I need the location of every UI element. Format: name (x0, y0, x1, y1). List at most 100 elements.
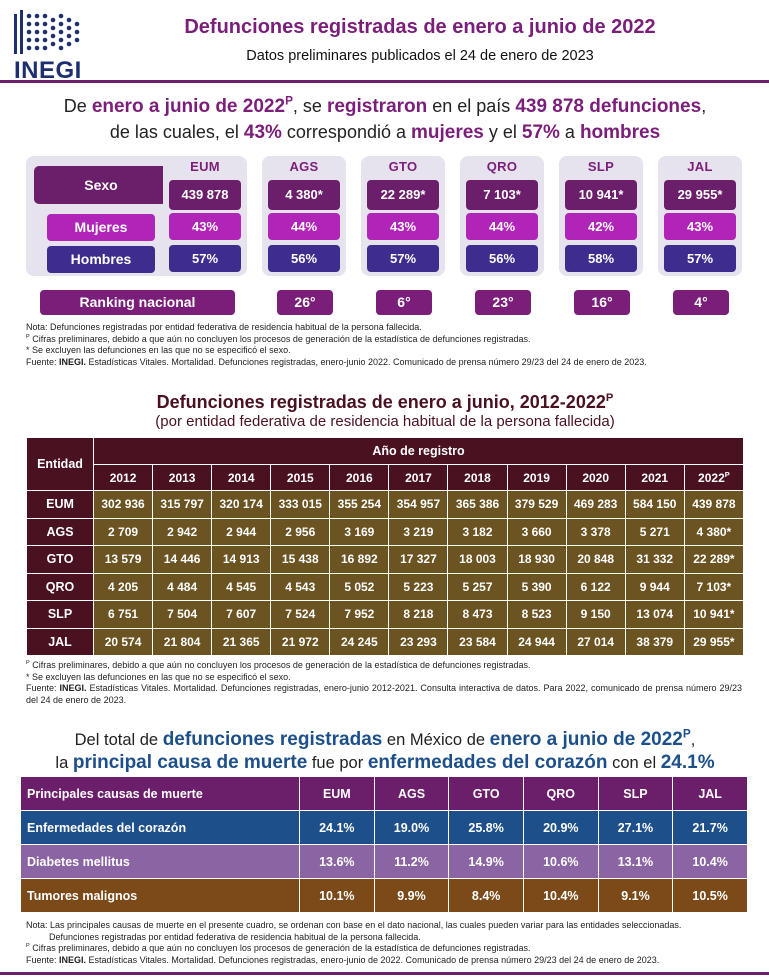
label-ranking: Ranking nacional (40, 290, 235, 315)
entity-men-pct: 57% (367, 245, 439, 272)
value-cell: 19.0% (373, 810, 450, 845)
value-cell: 3 182 (447, 517, 508, 546)
col-entity: GTO (448, 776, 524, 811)
value-cell: 10 941* (683, 600, 745, 629)
summary-text: correspondió a (281, 122, 411, 142)
value-cell: 9.1% (597, 878, 674, 913)
value-cell: 25.8% (448, 810, 524, 845)
summary-text: en el país (427, 96, 516, 116)
note-text: Defunciones registradas por entidad fede… (49, 931, 421, 942)
entity-women-pct: 42% (565, 213, 637, 240)
value-cell: 21 365 (211, 627, 272, 656)
table-row: JAL 20 574 21 804 21 365 21 972 24 245 23 293 2… (26, 627, 745, 656)
value-cell: 10.4% (672, 844, 748, 879)
value-cell: 27 014 (565, 627, 626, 656)
entity-men-pct: 57% (169, 245, 241, 272)
entity-card-gto: GTO 22 289* 43% 57% (361, 156, 445, 276)
value-cell: 439 878 (683, 490, 745, 519)
rank-slp: 16° (574, 290, 630, 315)
value-cell: 5 223 (388, 572, 449, 601)
value-cell: 2 956 (270, 517, 331, 546)
value-cell: 9.9% (373, 878, 450, 913)
entity-cell: SLP (26, 600, 94, 629)
summary-registered: registraron (326, 96, 428, 117)
value-cell: 31 332 (624, 545, 685, 574)
entity-total: 439 878 (169, 180, 241, 210)
value-cell: 354 957 (388, 490, 449, 519)
year-header: 2013 (152, 464, 213, 491)
entity-card-ags: AGS 4 380* 44% 56% (262, 156, 346, 276)
rank-ags: 26° (277, 290, 333, 315)
value-cell: 8 218 (388, 600, 449, 629)
page-title: Defunciones registradas de enero a junio… (184, 16, 656, 38)
notes-block-2: P Cifras preliminares, debido a que aún … (26, 660, 746, 706)
causes-intro-line-1: Del total de defunciones registradas en … (74, 727, 696, 750)
inegi-logo: INEGI (14, 10, 86, 84)
entity-women-pct: 43% (664, 213, 736, 240)
cause-name: Enfermedades del corazón (20, 810, 300, 845)
col-entity: QRO (522, 776, 599, 811)
entity-code: JAL (687, 159, 713, 174)
note-text: * Se excluyen las defunciones en las que… (26, 345, 291, 355)
entity-cell: AGS (26, 517, 94, 546)
col-entity: AGS (373, 776, 450, 811)
table-row: Tumores malignos 10.1% 9.9% 8.4% 10.4% 9.1% 10… (20, 878, 748, 913)
entity-women-pct: 43% (169, 213, 241, 240)
value-cell: 355 254 (329, 490, 390, 519)
year-header: 2018 (447, 464, 508, 491)
cause-name: Tumores malignos (20, 878, 300, 913)
entity-total: 22 289* (367, 180, 439, 210)
causes-table: Principales causas de muerte EUM AGS GTO QRO… (20, 776, 748, 913)
value-cell: 18 003 (447, 545, 508, 574)
table-row: EUM 302 936 315 797 320 174 333 015 355 254 35… (26, 490, 745, 519)
entity-total: 29 955* (664, 180, 736, 210)
summary-women: mujeres (411, 122, 484, 143)
value-cell: 13.1% (597, 844, 674, 879)
value-cell: 17 327 (388, 545, 449, 574)
value-cell: 4 543 (270, 572, 331, 601)
value-cell: 584 150 (624, 490, 685, 519)
header-divider (0, 80, 769, 83)
value-cell: 4 205 (92, 572, 154, 601)
entity-cell: EUM (26, 490, 94, 519)
value-cell: 7 504 (152, 600, 213, 629)
value-cell: 10.5% (672, 878, 748, 913)
value-cell: 8 523 (506, 600, 567, 629)
value-cell: 3 219 (388, 517, 449, 546)
entity-code: EUM (190, 159, 220, 174)
yearly-subtitle: (por entidad federativa de residencia ha… (155, 413, 615, 430)
col-entity: JAL (672, 776, 748, 811)
label-hombres: Hombres (47, 246, 155, 273)
summary-period: enero a junio de 2022P (91, 94, 293, 117)
value-cell: 13 579 (92, 545, 154, 574)
table-row: Enfermedades del corazón 24.1% 19.0% 25.8% 2… (20, 810, 748, 845)
value-cell: 9 944 (624, 572, 685, 601)
table-row: SLP 6 751 7 504 7 607 7 524 7 952 8 218 8 473 8 … (26, 600, 745, 629)
entity-card-jal: JAL 29 955* 43% 57% (658, 156, 742, 276)
value-cell: 15 438 (270, 545, 331, 574)
summary-pct-women: 43% (243, 122, 282, 143)
entity-cell: GTO (26, 545, 94, 574)
value-cell: 315 797 (152, 490, 213, 519)
col-entity: SLP (597, 776, 674, 811)
value-cell: 8 473 (447, 600, 508, 629)
value-cell: 24 245 (329, 627, 390, 656)
value-cell: 20 574 (92, 627, 154, 656)
value-cell: 6 751 (92, 600, 154, 629)
entity-card-eum: EUM 439 878 43% 57% (163, 156, 247, 276)
year-header: 2012 (92, 464, 154, 491)
value-cell: 23 293 (388, 627, 449, 656)
value-cell: 333 015 (270, 490, 331, 519)
summary-text: de las cuales, el (109, 122, 244, 142)
value-cell: 21.7% (672, 810, 748, 845)
entity-card-qro: QRO 7 103* 44% 56% (460, 156, 544, 276)
note-source: Fuente: INEGI. Estadísticas Vitales. Mor… (26, 356, 647, 367)
yearly-title: Defunciones registradas de enero a junio… (156, 392, 614, 412)
entity-men-pct: 57% (664, 245, 736, 272)
entity-code: SLP (587, 159, 615, 174)
value-cell: 9 150 (565, 600, 626, 629)
value-cell: 11.2% (373, 844, 450, 879)
value-cell: 22 289* (683, 545, 745, 574)
value-cell: 10.1% (299, 878, 375, 913)
value-cell: 3 378 (565, 517, 626, 546)
